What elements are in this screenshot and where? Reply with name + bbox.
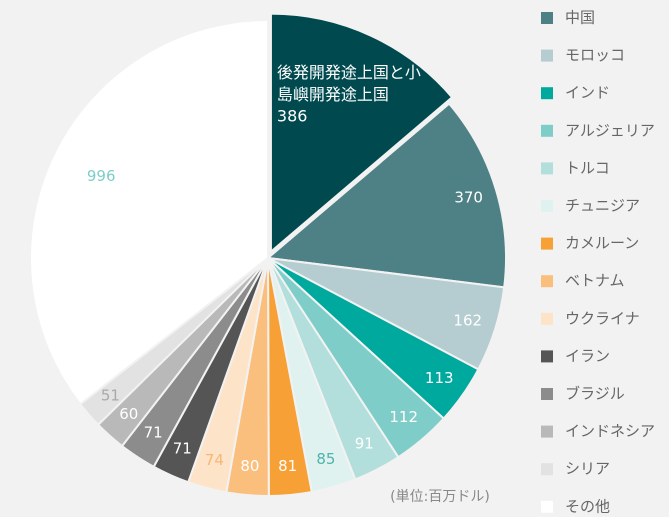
slice-value-label: 386	[277, 107, 308, 126]
legend-label: インド	[565, 84, 610, 102]
slice-value-label: 85	[316, 450, 335, 468]
slice-value-label: 71	[144, 424, 163, 442]
legend-swatch	[541, 275, 553, 288]
legend-swatch	[541, 388, 553, 400]
legend-swatch	[541, 49, 553, 62]
pie-slice	[265, 102, 507, 289]
slice-label-box: 後発開発途上国と小島嶼開発途上国	[276, 63, 421, 104]
legend-label: モロッコ	[565, 46, 625, 64]
pie-slice	[269, 12, 454, 254]
slice-value-label: 81	[278, 457, 297, 475]
slice-value-label: 996	[87, 167, 116, 185]
slice-value-label: 113	[425, 369, 454, 387]
unit-note: (単位:百万ドル)	[390, 489, 490, 505]
slice-value-label: 60	[119, 405, 138, 423]
legend-label: カメルーン	[565, 234, 639, 252]
legend-label: イラン	[565, 347, 610, 365]
legend-swatch	[541, 350, 553, 363]
legend-swatch	[541, 200, 553, 212]
legend-label: チュニジア	[565, 197, 640, 215]
slice-value-label: 91	[355, 435, 374, 453]
slice-value-label: 71	[173, 440, 192, 458]
legend-label: ベトナム	[565, 272, 625, 290]
legend-label: その他	[565, 497, 610, 515]
legend-label: トルコ	[565, 159, 610, 177]
legend-swatch	[541, 87, 553, 100]
legend-swatch	[541, 500, 553, 513]
legend-label: ウクライナ	[565, 309, 640, 327]
legend-swatch	[541, 312, 553, 325]
legend-label: ブラジル	[565, 385, 625, 403]
slice-value-label: 51	[101, 386, 120, 404]
pie-slice	[29, 18, 269, 406]
legend-swatch	[541, 12, 553, 24]
legend-swatch	[541, 425, 553, 438]
legend-swatch	[541, 463, 553, 476]
slice-value-label: 74	[205, 451, 224, 469]
slice-value-label: 162	[453, 311, 482, 329]
slice-value-label: 112	[389, 408, 418, 426]
legend-swatch	[541, 162, 553, 175]
legend-swatch	[541, 124, 553, 137]
slice-value-label: 80	[240, 457, 259, 475]
legend-label: シリア	[565, 460, 610, 478]
legend-label: 中国	[565, 9, 595, 27]
slice-category-label: 後発開発途上国と小島嶼開発途上国	[276, 63, 421, 104]
legend-swatch	[541, 237, 553, 250]
slice-value-label: 370	[454, 188, 483, 206]
legend-label: アルジェリア	[565, 121, 655, 139]
legend-label: インドネシア	[565, 422, 655, 440]
